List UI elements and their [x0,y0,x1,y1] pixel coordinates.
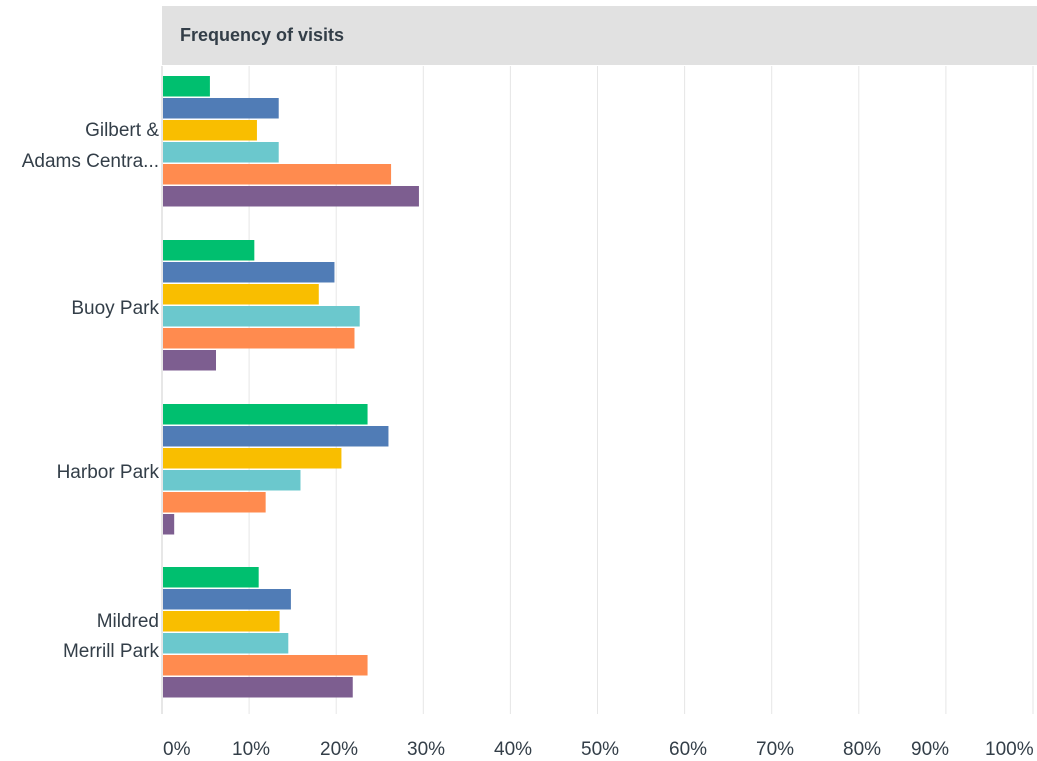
bar[interactable] [163,426,389,447]
x-tick-label: 20% [320,739,358,760]
chart-title: Frequency of visits [180,25,345,45]
bar[interactable] [163,284,319,305]
bar[interactable] [163,120,257,141]
x-tick-label: 100% [985,739,1034,760]
x-tick-label: 90% [911,739,949,760]
bar[interactable] [163,655,368,676]
bar[interactable] [163,470,301,491]
x-tick-label: 10% [232,739,270,760]
bar[interactable] [163,98,279,119]
bar[interactable] [163,142,279,163]
category-label: Adams Centra... [22,151,159,172]
bar[interactable] [163,306,360,327]
x-tick-label: 40% [494,739,532,760]
category-label: Merrill Park [63,641,160,662]
bar[interactable] [163,404,368,425]
bar[interactable] [163,567,259,588]
bar[interactable] [163,589,291,610]
bar[interactable] [163,448,342,469]
bar[interactable] [163,186,419,207]
bar[interactable] [163,633,289,654]
x-tick-label: 60% [669,739,707,760]
bar[interactable] [163,350,217,371]
bar[interactable] [163,164,392,185]
bar[interactable] [163,328,355,349]
category-label: Harbor Park [57,462,160,483]
category-label: Buoy Park [71,298,159,319]
bar[interactable] [163,677,353,698]
x-tick-label: 80% [843,739,881,760]
x-tick-label: 50% [581,739,619,760]
x-tick-label: 0% [163,739,191,760]
chart-header: Frequency of visits [162,6,1037,65]
bar[interactable] [163,492,266,513]
bar[interactable] [163,514,175,535]
x-tick-label: 70% [756,739,794,760]
bar[interactable] [163,76,210,97]
bar[interactable] [163,611,280,632]
bar[interactable] [163,262,335,283]
x-tick-label: 30% [407,739,445,760]
bar[interactable] [163,240,255,261]
category-label: Mildred [97,611,159,632]
category-label: Gilbert & [85,120,159,141]
